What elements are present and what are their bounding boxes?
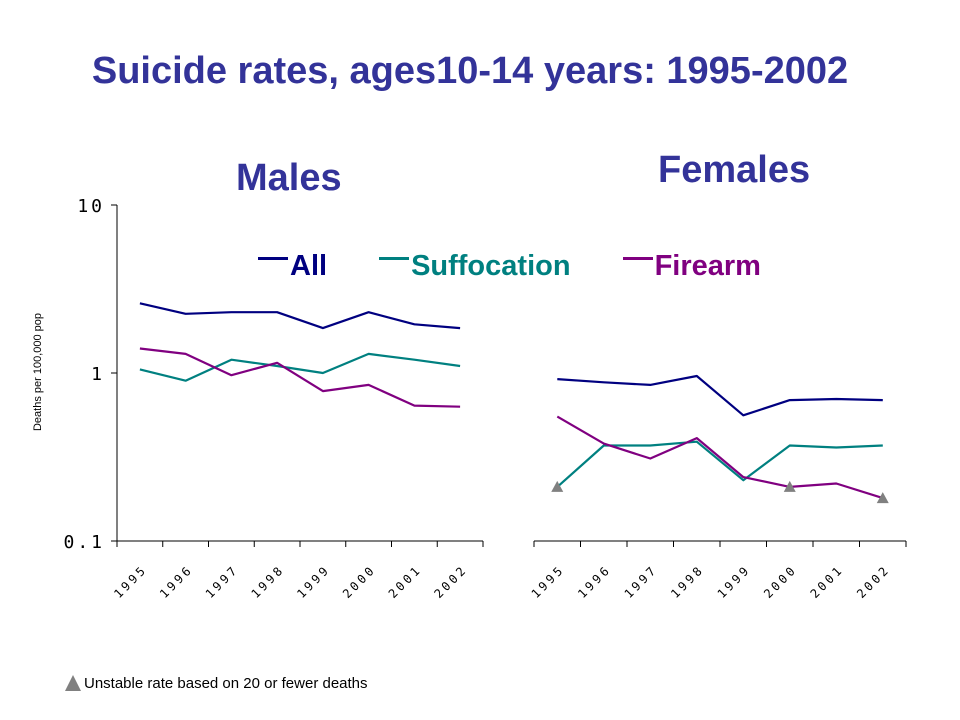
legend-label-all: All — [290, 249, 328, 282]
females-x-tick-label: 2001 — [808, 562, 847, 601]
unstable-triangle-icon — [65, 675, 81, 691]
males-series-firearm — [139, 347, 461, 408]
females-series-suffocation — [556, 440, 883, 488]
y-tick-label: 0.1 — [63, 532, 105, 553]
females-x-tick-label: 1999 — [715, 562, 754, 601]
males-series-suffocation — [139, 352, 461, 382]
males-x-tick-label: 1998 — [248, 562, 287, 601]
females-panel-title: Females — [658, 149, 811, 191]
y-axis-label: Deaths per 100,000 pop — [32, 312, 44, 432]
males-x-tick-label: 2000 — [340, 562, 379, 601]
y-tick-label: 1 — [91, 364, 105, 385]
females-x-tick-label: 2002 — [854, 562, 893, 601]
males-x-tick-label: 1999 — [294, 562, 333, 601]
males-x-tick-label: 1997 — [203, 562, 242, 601]
females-x-tick-label: 1995 — [529, 562, 568, 601]
legend-item-firearm: Firearm — [622, 249, 761, 283]
females-x-tick-label: 1998 — [668, 562, 707, 601]
legend-swatch-suffocation — [379, 256, 410, 260]
females-series-firearm — [556, 415, 884, 500]
males-x-tick-label: 1995 — [111, 562, 150, 601]
chart-title: Suicide rates, ages10-14 years: 1995-200… — [91, 50, 849, 92]
footnote: Unstable rate based on 20 or fewer death… — [64, 662, 368, 692]
legend-item-suffocation: Suffocation — [379, 250, 571, 283]
females-unstable-marker — [783, 480, 796, 492]
females-x-tick-label: 2000 — [761, 562, 800, 601]
legend-label-firearm: Firearm — [654, 249, 761, 282]
females-x-tick-label: 1997 — [622, 562, 661, 601]
females-unstable-marker — [551, 480, 564, 492]
males-panel-title: Males — [236, 157, 342, 199]
footnote-text: Unstable rate based on 20 or fewer death… — [84, 675, 368, 692]
females-series-all — [557, 374, 883, 417]
females-x-tick-label: 1996 — [575, 562, 614, 601]
legend-swatch-firearm — [622, 256, 653, 260]
males-series-all — [139, 302, 461, 330]
legend-label-suffocation: Suffocation — [411, 249, 571, 282]
legend-item-all: All — [258, 250, 327, 283]
y-tick-label: 10 — [77, 196, 105, 217]
males-x-tick-label: 2002 — [431, 562, 470, 601]
chart-legend: All Suffocation Firearm — [258, 248, 761, 284]
females-unstable-marker — [876, 492, 889, 504]
males-x-tick-label: 2001 — [386, 562, 425, 601]
males-x-tick-label: 1996 — [157, 562, 196, 601]
legend-swatch-all — [258, 256, 288, 260]
